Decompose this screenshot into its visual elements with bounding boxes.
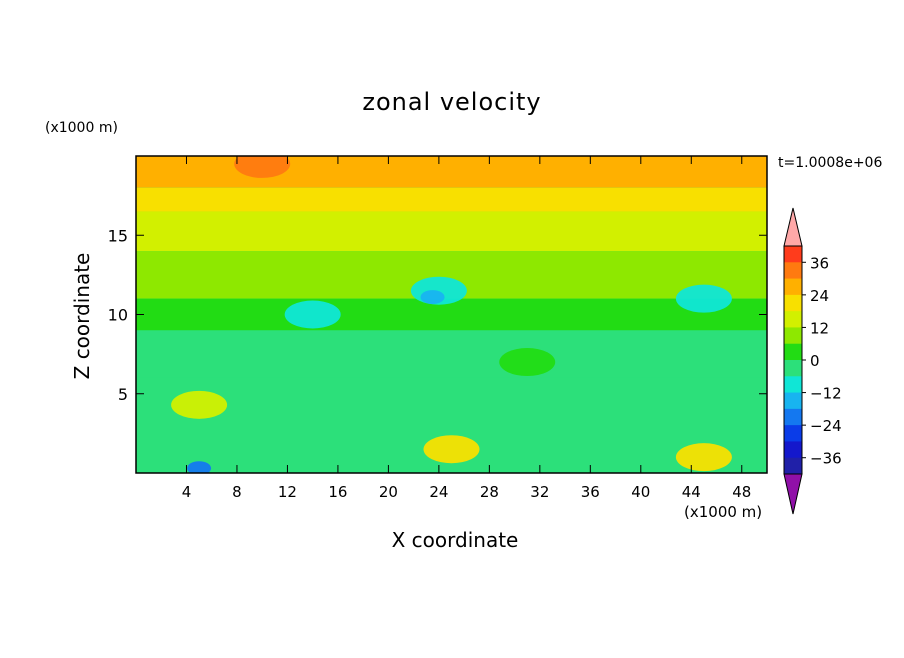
x-axis-unit: (x1000 m): [684, 503, 763, 521]
colorbar-segment: [784, 457, 802, 475]
colorbar-segment: [784, 294, 802, 312]
value-band: [136, 211, 767, 252]
field-feature: [675, 284, 732, 313]
value-band: [136, 298, 767, 331]
colorbar-label: −36: [810, 450, 842, 468]
colorbar-label: 24: [810, 287, 829, 305]
x-tick-label: 28: [480, 483, 499, 501]
y-axis-label: Z coordinate: [70, 252, 94, 380]
field-feature: [284, 300, 341, 329]
colorbar-segment: [784, 246, 802, 263]
x-tick-label: 4: [182, 483, 192, 501]
time-label: t=1.0008e+06: [778, 155, 883, 171]
x-tick-label: 40: [631, 483, 650, 501]
colorbar-segment: [784, 311, 802, 328]
colorbar-label: −12: [810, 385, 842, 403]
x-axis-label: X coordinate: [391, 528, 519, 552]
colorbar-label: −24: [810, 417, 842, 435]
y-tick-label: 10: [108, 306, 128, 325]
y-axis-unit: (x1000 m): [45, 120, 118, 136]
colorbar-segment: [784, 392, 802, 410]
colorbar-segment: [784, 360, 802, 377]
x-tick-label: 16: [328, 483, 347, 501]
colorbar-segment: [784, 408, 802, 426]
field-feature: [171, 390, 228, 419]
chart-title: zonal velocity: [362, 88, 542, 116]
x-tick-label: 48: [732, 483, 751, 501]
colorbar-segment: [784, 327, 802, 345]
x-tick-label: 36: [581, 483, 600, 501]
colorbar-segment: [784, 376, 802, 394]
x-tick-label: 32: [530, 483, 549, 501]
field-feature: [499, 348, 556, 377]
colorbar-segment: [784, 278, 802, 296]
field-feature: [423, 435, 480, 464]
colorbar-segment: [784, 262, 802, 280]
colorbar-label: 36: [810, 254, 829, 272]
value-band: [136, 187, 767, 212]
x-tick-label: 12: [278, 483, 297, 501]
colorbar-segment: [784, 441, 802, 459]
colorbar-label: 12: [810, 319, 829, 337]
colorbar: 36 24 12 0 −12 −24 −36: [783, 207, 842, 515]
x-tick-label: 8: [232, 483, 242, 501]
x-tick-label: 44: [682, 483, 701, 501]
colorbar-top-arrow: [783, 207, 803, 247]
colorbar-bottom-arrow: [783, 473, 803, 515]
contour-field: [136, 156, 767, 473]
colorbar-segment: [784, 343, 802, 361]
y-axis-ticks: 5 10 15: [108, 226, 767, 404]
x-tick-label: 24: [429, 483, 448, 501]
field-feature: [675, 443, 732, 472]
y-tick-label: 15: [108, 226, 128, 245]
value-band: [136, 156, 767, 188]
colorbar-segment: [784, 425, 802, 442]
field-feature: [187, 461, 212, 473]
field-feature: [234, 156, 291, 178]
colorbar-label: 0: [810, 352, 820, 370]
x-axis-ticks: 4 8 12 16 20 24 28 32 36 40 44 48: [182, 156, 751, 501]
field-feature: [420, 290, 445, 305]
y-tick-label: 5: [118, 385, 128, 404]
value-band: [136, 330, 767, 378]
x-tick-label: 20: [379, 483, 398, 501]
